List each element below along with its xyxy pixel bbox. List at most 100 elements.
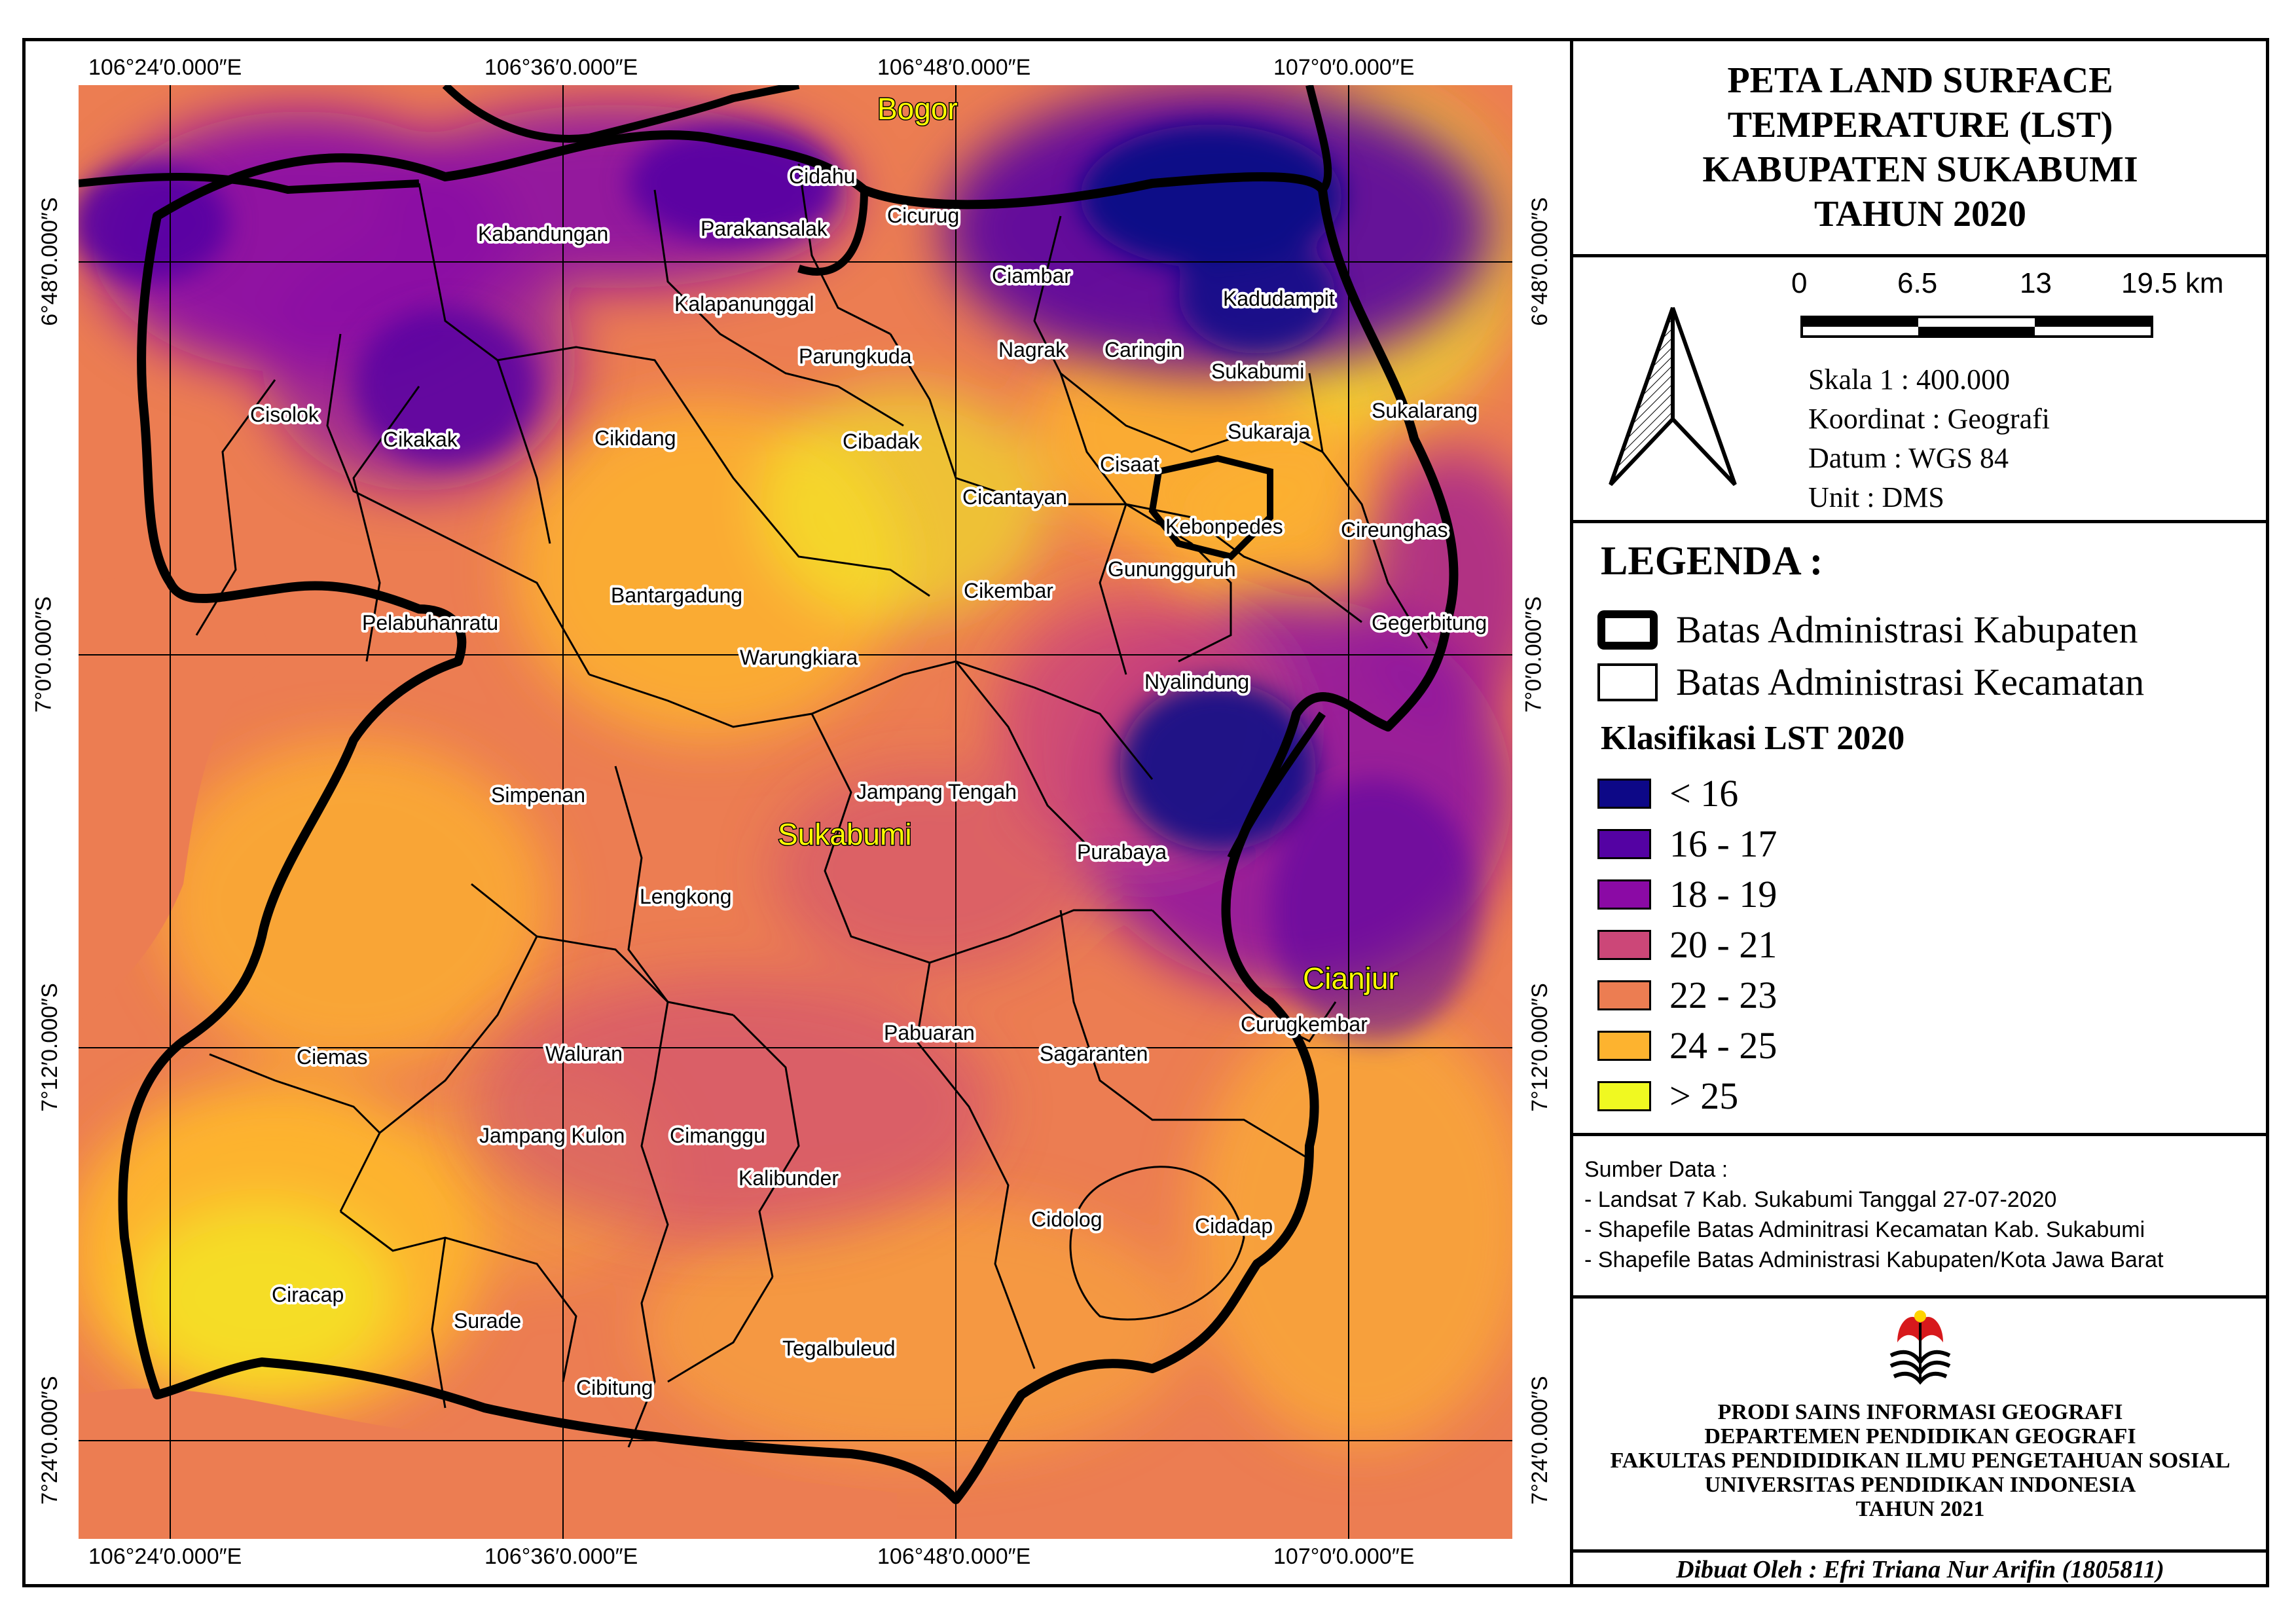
district-label: Jampang Tengah <box>856 780 1017 803</box>
university-logo-icon <box>1889 1310 1951 1385</box>
lst-class-label: 24 - 25 <box>1669 1024 1777 1067</box>
institution-block: PRODI SAINS INFORMASI GEOGRAFI DEPARTEME… <box>1571 1400 2269 1521</box>
coord-left-4: 7°24′0.000″S <box>37 1376 62 1505</box>
sea-west <box>79 578 275 1022</box>
divider-scale <box>1571 520 2269 523</box>
institution-line: TAHUN 2021 <box>1855 1497 1985 1521</box>
map-title-line-3: KABUPATEN SUKABUMI <box>1702 149 2138 190</box>
kebonpedes-enclave <box>1148 454 1273 561</box>
district-label: Cicantayan <box>962 485 1067 509</box>
map-title-line-4: TAHUN 2020 <box>1813 194 2027 234</box>
legend-lst-class: 16 - 17 <box>1597 822 1777 866</box>
coord-bottom-4: 107°0′0.000″E <box>1273 1544 1415 1569</box>
cianjur-boundary-north <box>1305 85 1332 193</box>
legend-kabupaten-label: Batas Administrasi Kabupaten <box>1676 608 2138 651</box>
coord-top-4: 107°0′0.000″E <box>1273 55 1415 80</box>
coord-right-3: 7°12′0.000″S <box>1527 983 1552 1112</box>
coord-bottom-2: 106°36′0.000″E <box>484 1544 638 1569</box>
district-label: Sukabumi <box>1211 360 1304 383</box>
scale-bar <box>1800 316 2153 338</box>
author-credit: Dibuat Oleh : Efri Triana Nur Arifin (18… <box>1676 1556 2164 1583</box>
lst-map-svg: Bogor Sukabumi Cianjur Cidahu Parakansal… <box>79 85 1512 1539</box>
district-label: Sagaranten <box>1040 1042 1148 1065</box>
district-label: Kalapanunggal <box>674 292 814 316</box>
scale-tick-1: 6.5 <box>1897 267 1938 299</box>
sources-title: Sumber Data : <box>1584 1157 1728 1182</box>
district-label: Curugkembar <box>1241 1012 1368 1036</box>
district-label: Bantargadung <box>611 583 742 607</box>
coord-left-1: 6°48′0.000″S <box>37 197 62 326</box>
lst-class-swatch <box>1597 1080 1651 1111</box>
panel-divider <box>1570 38 1573 1587</box>
legend-kabupaten-boundary: Batas Administrasi Kabupaten <box>1597 608 2138 652</box>
district-label: Gegerbitung <box>1372 611 1487 635</box>
divider-sources <box>1571 1295 2269 1299</box>
divider-title <box>1571 254 2269 257</box>
kecamatan-boundary-swatch <box>1597 663 1658 701</box>
institution-line: FAKULTAS PENDIDIDIKAN ILMU PENGETAHUAN S… <box>1610 1449 2231 1473</box>
map-frame <box>22 38 2269 1587</box>
lst-class-swatch <box>1597 879 1651 910</box>
lst-class-label: < 16 <box>1669 772 1739 815</box>
map-info-datum: Datum : WGS 84 <box>1808 442 2009 474</box>
district-labels: Cidahu Parakansalak Cicurug Kabandungan … <box>247 162 1489 1402</box>
district-label: Caringin <box>1104 338 1182 361</box>
legend-lst-class: > 25 <box>1597 1074 1738 1118</box>
legend-kecamatan-boundary: Batas Administrasi Kecamatan <box>1597 660 2144 704</box>
coord-top-3: 106°48′0.000″E <box>877 55 1031 80</box>
legend-title: LEGENDA : <box>1601 539 1823 583</box>
lst-class-label: > 25 <box>1669 1075 1739 1117</box>
district-label: Nagrak <box>998 338 1066 361</box>
region-label-bogor: Bogor <box>877 92 958 126</box>
district-label: Ciracap <box>272 1283 344 1306</box>
district-label: Cikidang <box>594 426 676 450</box>
coord-bottom-1: 106°24′0.000″E <box>88 1544 242 1569</box>
district-label: Cireunghas <box>1341 518 1448 542</box>
lst-class-swatch <box>1597 778 1651 809</box>
bogor-boundary-north <box>442 85 800 143</box>
map-title-line-2: TEMPERATURE (LST) <box>1727 105 2113 145</box>
district-label: Kadudampit <box>1223 287 1335 310</box>
district-label: Ciambar <box>992 264 1071 287</box>
legend-lst-class: 20 - 21 <box>1597 923 1777 967</box>
map-info-scale: Skala 1 : 400.000 <box>1808 363 2010 396</box>
district-label: Warungkiara <box>740 646 858 669</box>
district-label: Cikembar <box>964 579 1053 602</box>
district-label: Purabaya <box>1077 840 1167 864</box>
graticule <box>79 85 1512 1539</box>
coord-left-2: 7°0′0.000″S <box>31 596 56 713</box>
lst-class-swatch <box>1597 929 1651 960</box>
district-label: Ciemas <box>297 1045 367 1069</box>
scale-tick-3: 19.5 km <box>2121 267 2224 299</box>
district-label: Waluran <box>545 1042 623 1065</box>
district-label: Sukalarang <box>1372 399 1478 422</box>
legend-lst-title: Klasifikasi LST 2020 <box>1601 720 1905 757</box>
source-item: - Shapefile Batas Administrasi Kabupaten… <box>1584 1247 2164 1272</box>
source-item: - Shapefile Batas Adminitrasi Kecamatan … <box>1584 1217 2145 1242</box>
bogor-boundary <box>79 173 420 194</box>
legend-kecamatan-label: Batas Administrasi Kecamatan <box>1676 661 2145 703</box>
district-label: Parungkuda <box>799 344 912 368</box>
divider-institution <box>1571 1549 2269 1553</box>
divider-legend <box>1571 1133 2269 1136</box>
institution-line: DEPARTEMEN PENDIDIKAN GEOGRAFI <box>1704 1424 2136 1449</box>
coord-right-2: 7°0′0.000″S <box>1521 596 1546 713</box>
cianjur-boundary <box>1227 711 1326 860</box>
kota-sukabumi-boundary <box>797 189 868 276</box>
coord-right-4: 7°24′0.000″S <box>1527 1376 1552 1505</box>
region-label-sukabumi: Sukabumi <box>778 817 912 851</box>
lst-class-swatch <box>1597 1030 1651 1061</box>
map-info-coordinate: Koordinat : Geografi <box>1808 403 2050 435</box>
district-label: Cikakak <box>383 428 458 451</box>
legend-lst-class: 18 - 19 <box>1597 872 1777 916</box>
district-label: Tegalbuleud <box>782 1337 896 1360</box>
district-label: Cisolok <box>250 403 319 426</box>
map-info-unit: Unit : DMS <box>1808 481 1944 513</box>
district-label: Cisaat <box>1100 452 1159 476</box>
district-label: Sukaraja <box>1228 420 1311 443</box>
district-label: Surade <box>454 1309 521 1333</box>
district-label: Cibitung <box>576 1376 653 1399</box>
legend-lst-class: < 16 <box>1597 771 1738 815</box>
scale-tick-2: 13 <box>2020 267 2052 299</box>
coord-left-3: 7°12′0.000″S <box>37 983 62 1112</box>
